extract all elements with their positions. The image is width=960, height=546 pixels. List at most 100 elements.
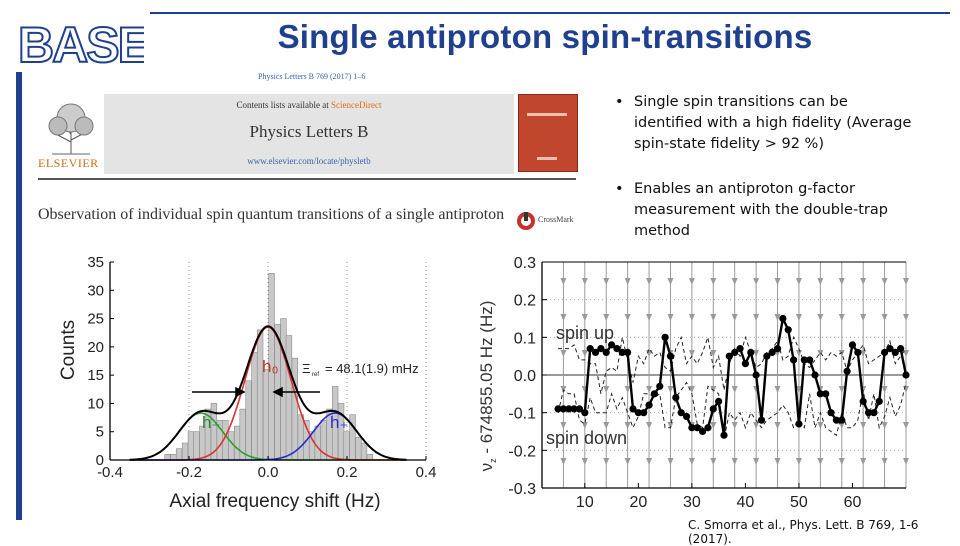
spin-trace-point xyxy=(854,348,862,356)
journal-url[interactable]: www.elsevier.com/locate/physletb xyxy=(247,156,371,166)
spin-trace-point xyxy=(693,424,701,432)
base-logo-graphic: BASE xyxy=(14,12,153,74)
spin-trace-point xyxy=(698,427,707,436)
journal-header-rule xyxy=(38,178,576,180)
crossmark-badge[interactable]: CrossMark xyxy=(516,210,596,232)
publisher-name: ELSEVIER xyxy=(38,156,99,170)
spin-trace-point xyxy=(575,405,584,413)
hist-bar xyxy=(262,369,270,461)
spin-arrow-head xyxy=(860,422,867,429)
spin-arrow-head xyxy=(838,458,845,465)
spin-trace-point xyxy=(618,348,626,356)
spin-arrow-head xyxy=(774,422,781,429)
spin-arrow-head xyxy=(903,278,909,285)
spin-arrow-head xyxy=(646,278,653,285)
logo-text: BASE xyxy=(18,17,144,70)
spin-trace-point xyxy=(832,416,841,424)
xi-subscript: ref xyxy=(312,372,319,378)
spin-trace-point xyxy=(597,345,605,353)
hist-ytick-label: 30 xyxy=(87,282,104,299)
spin-up-label: spin up xyxy=(556,323,614,343)
spin-arrow-head xyxy=(667,314,674,321)
spin-trace-point xyxy=(672,394,680,402)
spin-arrow-head xyxy=(667,422,674,429)
hist-xlabel: Axial frequency shift (Hz) xyxy=(169,491,380,512)
spin-trace-chart: 0.3 0.2 0.1 0.0 -0.1 -0.2 -0.3 10 20 30 40 50 60 spi… xyxy=(477,255,910,511)
spin-arrow-head xyxy=(817,314,824,321)
spin-arrow-head xyxy=(817,458,824,465)
hist-ylabel: Counts xyxy=(58,320,79,380)
spin-ytick-label: 0.3 xyxy=(514,255,536,272)
spin-ytick-label: 0.0 xyxy=(514,368,536,385)
spin-arrow-head xyxy=(688,458,695,465)
spin-arrow-head xyxy=(838,350,845,357)
hist-bar xyxy=(251,352,258,461)
spin-ytick-label: -0.2 xyxy=(508,443,536,460)
spin-ylabel-nu: ν xyxy=(477,463,496,472)
spin-arrow-head xyxy=(603,422,610,429)
hist-xtick-label: 0.2 xyxy=(337,464,358,481)
hist-bar xyxy=(228,431,235,461)
spin-arrow-head xyxy=(795,314,802,321)
spin-arrow-head xyxy=(838,314,845,321)
hminus-label: h₋ xyxy=(202,413,220,432)
spin-trace-point xyxy=(880,348,889,356)
spin-trace-point xyxy=(640,409,648,417)
spin-ytick-label: 0.1 xyxy=(514,330,536,347)
spin-trace-point xyxy=(709,405,717,413)
spin-trace-point xyxy=(704,424,712,432)
spin-trace-point xyxy=(624,348,632,356)
spin-xtick-label: 60 xyxy=(844,494,862,511)
hist-bar xyxy=(193,431,200,461)
crossmark-icon xyxy=(517,212,535,230)
bullet-symbol: • xyxy=(615,181,624,197)
spin-arrow-head xyxy=(646,422,653,429)
hplus-label: h₊ xyxy=(330,413,348,432)
hist-ytick-label: 35 xyxy=(87,254,104,271)
spin-down-label: spin down xyxy=(546,428,627,448)
spin-trace-point xyxy=(768,348,776,356)
hist-bar xyxy=(343,431,350,461)
spin-arrow-head xyxy=(817,278,824,285)
spin-arrow-head xyxy=(581,458,588,465)
spin-arrow-head xyxy=(710,350,717,357)
hist-ytick-label: 5 xyxy=(96,424,104,441)
spin-arrow-head xyxy=(731,422,738,429)
spin-arrow-head xyxy=(903,458,909,465)
spin-arrow-head xyxy=(753,422,760,429)
spin-arrow-head xyxy=(838,278,845,285)
spin-trace-point xyxy=(757,416,766,424)
hist-bar xyxy=(285,335,293,461)
spin-arrow-head xyxy=(688,386,695,393)
spin-trace-point xyxy=(827,409,835,417)
spin-ylabel-sub: z xyxy=(488,458,498,463)
spin-trace-point xyxy=(891,348,899,356)
contents-line: Contents lists available at ScienceDirec… xyxy=(104,100,514,110)
spin-xtick-label: 50 xyxy=(790,494,808,511)
spin-trace-point xyxy=(843,367,851,375)
bullet-text: Single spin transitions can be identifie… xyxy=(634,94,912,152)
spin-arrow-head xyxy=(881,458,888,465)
spin-arrow-head xyxy=(753,350,760,357)
spin-arrow-head xyxy=(903,350,909,357)
side-rule xyxy=(16,72,22,520)
spin-trace-point xyxy=(661,333,669,341)
spin-arrow-head xyxy=(560,422,567,429)
spin-arrow-head xyxy=(838,386,845,393)
spin-trace-point xyxy=(773,345,782,353)
crossmark-label: CrossMark xyxy=(538,215,574,224)
hist-xtick-label: 0.4 xyxy=(416,464,437,481)
spin-arrow-head xyxy=(560,314,567,321)
hist-bar xyxy=(355,437,362,461)
sciencedirect-link[interactable]: ScienceDirect xyxy=(331,100,382,110)
spin-arrow-head xyxy=(710,422,717,429)
spin-arrow-head xyxy=(838,422,845,429)
spin-arrow-head xyxy=(667,278,674,285)
spin-arrow-head xyxy=(560,386,567,393)
spin-ytick-label: 0.2 xyxy=(514,293,536,310)
spin-arrow-head xyxy=(774,458,781,465)
journal-reference: Physics Letters B 769 (2017) 1–6 xyxy=(258,72,366,81)
spin-trace-point xyxy=(752,371,760,379)
bullet-symbol: • xyxy=(615,94,624,110)
hist-bar xyxy=(297,414,304,461)
